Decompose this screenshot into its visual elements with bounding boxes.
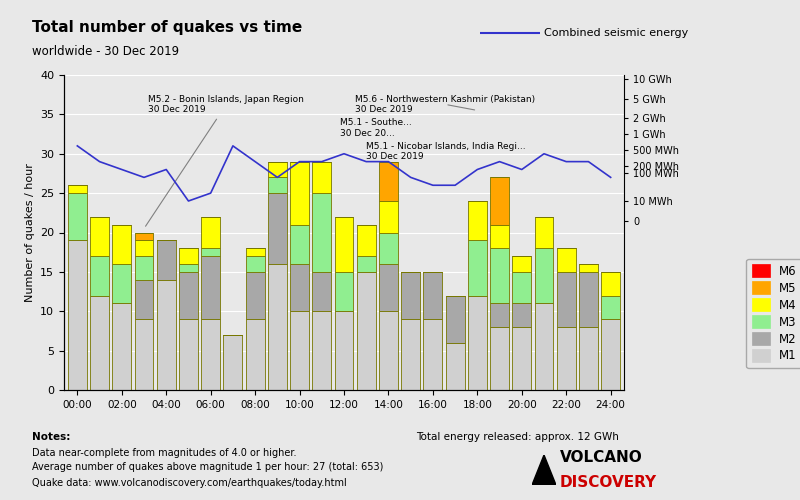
Bar xyxy=(379,232,398,264)
Text: Average number of quakes above magnitude 1 per hour: 27 (total: 653): Average number of quakes above magnitude… xyxy=(32,462,383,472)
Bar xyxy=(446,343,465,390)
Bar xyxy=(202,319,220,390)
Bar xyxy=(90,217,109,256)
Bar xyxy=(246,319,265,390)
Bar xyxy=(334,311,354,390)
Bar xyxy=(312,272,331,311)
Bar xyxy=(579,327,598,390)
Bar xyxy=(602,272,620,295)
Bar xyxy=(134,232,154,240)
Bar xyxy=(490,178,509,224)
Y-axis label: Number of quakes / hour: Number of quakes / hour xyxy=(25,163,34,302)
Bar xyxy=(490,248,509,304)
Bar xyxy=(202,256,220,319)
Bar xyxy=(90,296,109,390)
Bar xyxy=(534,217,554,248)
Bar xyxy=(179,319,198,390)
Bar xyxy=(602,296,620,319)
Bar xyxy=(379,264,398,311)
Bar xyxy=(490,224,509,248)
Bar xyxy=(246,272,265,319)
Bar xyxy=(312,193,331,272)
Bar xyxy=(112,304,131,390)
Legend: M6, M5, M4, M3, M2, M1: M6, M5, M4, M3, M2, M1 xyxy=(746,258,800,368)
Bar xyxy=(468,201,486,240)
Bar xyxy=(446,296,465,343)
Bar xyxy=(134,319,154,390)
Bar xyxy=(246,256,265,272)
Bar xyxy=(134,280,154,319)
Bar xyxy=(490,327,509,390)
Bar xyxy=(334,272,354,311)
Bar xyxy=(268,178,286,193)
Bar xyxy=(557,248,576,272)
Bar xyxy=(157,240,176,280)
Bar xyxy=(423,319,442,390)
Bar xyxy=(557,272,576,327)
Bar xyxy=(179,248,198,264)
Text: M5.6 - Northwestern Kashmir (Pakistan)
30 Dec 2019: M5.6 - Northwestern Kashmir (Pakistan) 3… xyxy=(355,94,535,114)
Bar xyxy=(379,162,398,201)
Bar xyxy=(312,311,331,390)
Bar xyxy=(534,304,554,390)
Bar xyxy=(468,296,486,390)
Bar xyxy=(602,319,620,390)
Polygon shape xyxy=(532,455,556,485)
Bar xyxy=(268,162,286,178)
Bar xyxy=(512,304,531,327)
Bar xyxy=(157,280,176,390)
Bar xyxy=(68,240,86,390)
Bar xyxy=(379,201,398,232)
Text: Combined seismic energy: Combined seismic energy xyxy=(544,28,688,38)
Bar xyxy=(512,327,531,390)
Bar xyxy=(579,264,598,272)
Bar xyxy=(202,217,220,248)
Text: Total number of quakes vs time: Total number of quakes vs time xyxy=(32,20,302,35)
Bar xyxy=(490,304,509,327)
Text: M5.1 - Nicobar Islands, India Regi...
30 Dec 2019: M5.1 - Nicobar Islands, India Regi... 30… xyxy=(366,142,526,162)
Bar xyxy=(312,162,331,193)
Bar xyxy=(68,185,86,193)
Bar xyxy=(379,311,398,390)
Text: Data near-complete from magnitudes of 4.0 or higher.: Data near-complete from magnitudes of 4.… xyxy=(32,448,297,458)
Bar xyxy=(179,264,198,272)
Bar xyxy=(223,335,242,390)
Text: M5.2 - Bonin Islands, Japan Region
30 Dec 2019: M5.2 - Bonin Islands, Japan Region 30 De… xyxy=(146,94,304,226)
Bar xyxy=(357,224,376,256)
Bar xyxy=(512,272,531,304)
Bar xyxy=(202,248,220,256)
Bar xyxy=(268,193,286,264)
Bar xyxy=(423,272,442,319)
Bar xyxy=(534,248,554,304)
Bar xyxy=(90,256,109,296)
Bar xyxy=(246,248,265,256)
Bar xyxy=(179,272,198,319)
Bar xyxy=(112,224,131,264)
Bar xyxy=(290,264,309,311)
Bar xyxy=(134,256,154,280)
Bar xyxy=(557,327,576,390)
Bar xyxy=(357,256,376,272)
Text: Total energy released: approx. 12 GWh: Total energy released: approx. 12 GWh xyxy=(416,432,619,442)
Bar xyxy=(290,224,309,264)
Bar xyxy=(290,162,309,224)
Text: Quake data: www.volcanodiscovery.com/earthquakes/today.html: Quake data: www.volcanodiscovery.com/ear… xyxy=(32,478,346,488)
Bar xyxy=(268,264,286,390)
Bar xyxy=(402,272,420,319)
Bar xyxy=(134,240,154,256)
Text: VOLCANO: VOLCANO xyxy=(560,450,642,465)
Text: worldwide - 30 Dec 2019: worldwide - 30 Dec 2019 xyxy=(32,45,179,58)
Bar xyxy=(512,256,531,272)
Bar xyxy=(290,311,309,390)
Bar xyxy=(468,240,486,296)
Bar xyxy=(357,272,376,390)
Bar xyxy=(112,264,131,304)
Bar xyxy=(334,217,354,272)
Bar xyxy=(402,319,420,390)
Bar xyxy=(579,272,598,327)
Text: Notes:: Notes: xyxy=(32,432,70,442)
Text: M5.1 - Southe...
30 Dec 20...: M5.1 - Southe... 30 Dec 20... xyxy=(339,118,411,152)
Bar xyxy=(68,193,86,240)
Text: DISCOVERY: DISCOVERY xyxy=(560,475,657,490)
